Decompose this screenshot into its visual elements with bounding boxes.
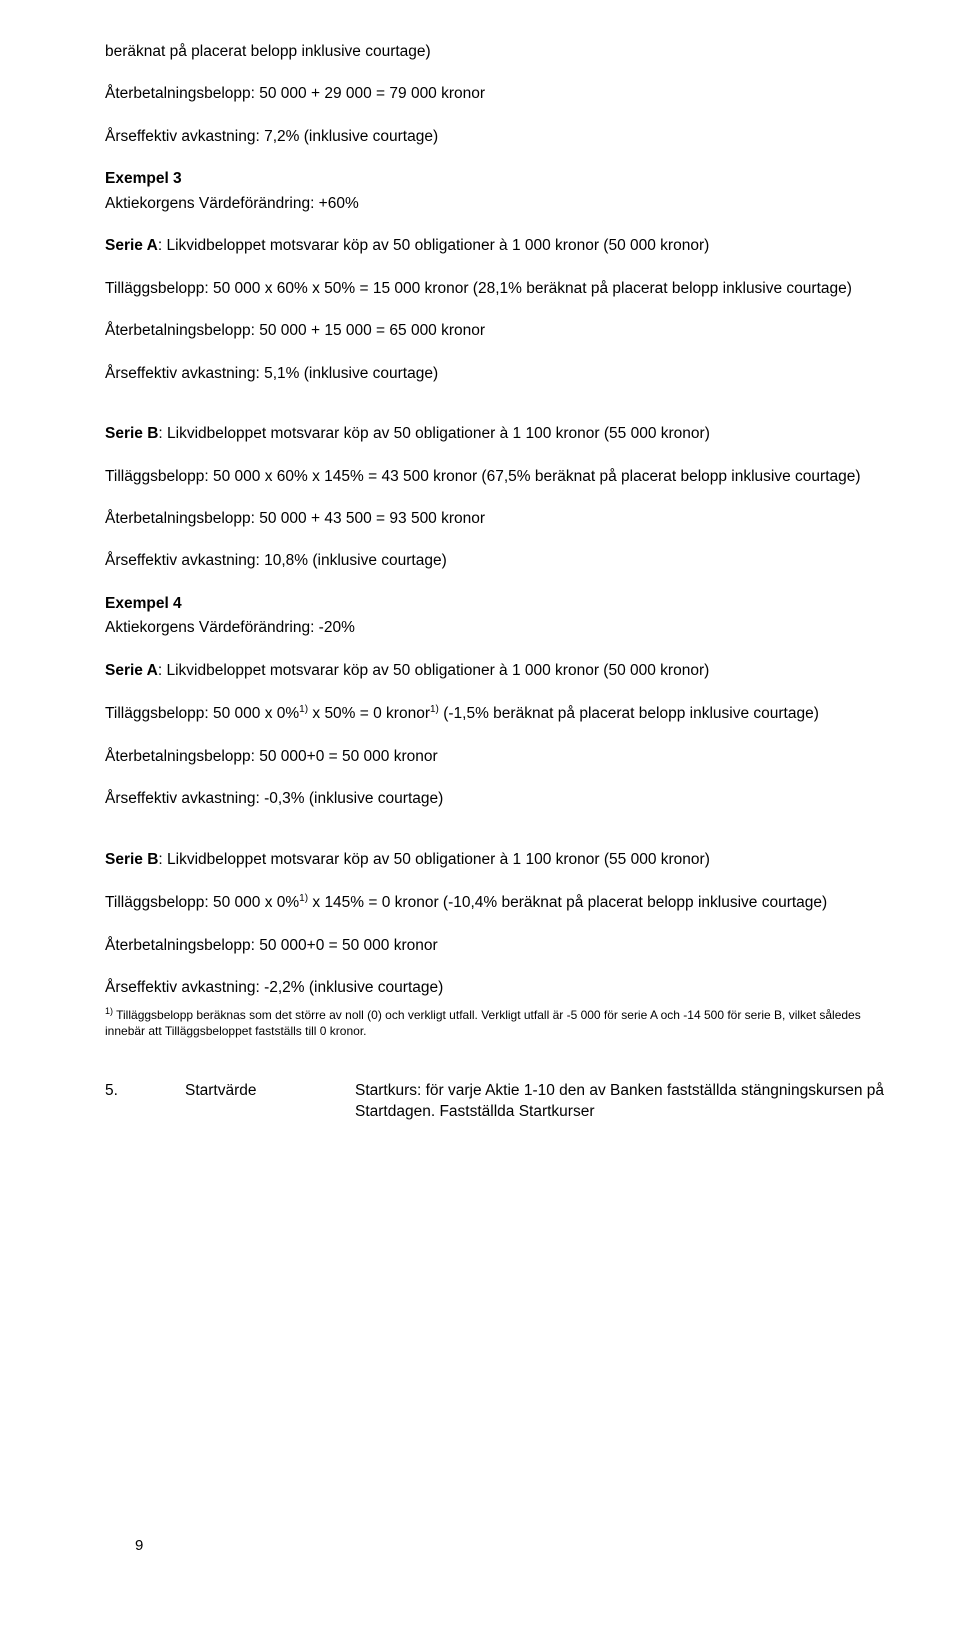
ex3-serieA-head-rest: : Likvidbeloppet motsvarar köp av 50 obl… [158,237,709,254]
ex4-serieB-l1: Tilläggsbelopp: 50 000 x 0%1) x 145% = 0… [105,892,885,914]
ex4-serieB-l1a: Tilläggsbelopp: 50 000 x 0% [105,894,299,911]
ex4-serieA-l1a: Tilläggsbelopp: 50 000 x 0% [105,705,299,722]
ex4-serieA-head-rest: : Likvidbeloppet motsvarar köp av 50 obl… [158,662,709,679]
footnote-sup: 1) [105,1006,113,1016]
ex4-serieA-l1b: x 50% = 0 kronor [308,705,430,722]
footnote-text: Tilläggsbelopp beräknas som det större a… [105,1008,861,1038]
ex3-serieB-head: Serie B: Likvidbeloppet motsvarar köp av… [105,424,885,444]
footnote: 1) Tilläggsbelopp beräknas som det störr… [105,1005,885,1039]
ex3-serieA-l3: Årseffektiv avkastning: 5,1% (inklusive … [105,364,885,384]
ex4-serieA-head-bold: Serie A [105,662,158,679]
ex3-serieB-l2: Återbetalningsbelopp: 50 000 + 43 500 = … [105,509,885,529]
ex4-serieA-l1: Tilläggsbelopp: 50 000 x 0%1) x 50% = 0 … [105,703,885,725]
ex4-serieB-l3: Årseffektiv avkastning: -2,2% (inklusive… [105,978,885,998]
ex3-sub: Aktiekorgens Värdeförändring: +60% [105,194,885,214]
section-5-num: 5. [105,1081,185,1122]
ex4-serieB-head-bold: Serie B [105,851,158,868]
sup-3: 1) [299,893,308,904]
ex3-serieB-l3: Årseffektiv avkastning: 10,8% (inklusive… [105,551,885,571]
ex4-serieB-l2: Återbetalningsbelopp: 50 000+0 = 50 000 … [105,936,885,956]
section-5: 5. Startvärde Startkurs: för varje Aktie… [105,1081,885,1122]
ex4-title: Exempel 4 [105,595,182,612]
page-number: 9 [135,1536,143,1556]
ex4-serieB-l1b: x 145% = 0 kronor (-10,4% beräknat på pl… [308,894,827,911]
ex3-title: Exempel 3 [105,170,182,187]
ex3-serieB-l1: Tilläggsbelopp: 50 000 x 60% x 145% = 43… [105,467,885,487]
ex3-serieA-l2: Återbetalningsbelopp: 50 000 + 15 000 = … [105,321,885,341]
ex4-serieA-l2: Återbetalningsbelopp: 50 000+0 = 50 000 … [105,747,885,767]
ex3-serieB-head-rest: : Likvidbeloppet motsvarar köp av 50 obl… [158,425,709,442]
top-line1: beräknat på placerat belopp inklusive co… [105,42,885,62]
ex4-serieB-head-rest: : Likvidbeloppet motsvarar köp av 50 obl… [158,851,709,868]
ex4-serieA-head: Serie A: Likvidbeloppet motsvarar köp av… [105,661,885,681]
ex3-serieA-l1: Tilläggsbelopp: 50 000 x 60% x 50% = 15 … [105,279,885,299]
section-5-label: Startvärde [185,1081,355,1122]
sup-1: 1) [299,704,308,715]
ex4-serieA-l1c: (-1,5% beräknat på placerat belopp inklu… [439,705,819,722]
ex4-serieA-l3: Årseffektiv avkastning: -0,3% (inklusive… [105,789,885,809]
top-line3: Årseffektiv avkastning: 7,2% (inklusive … [105,127,885,147]
ex3-serieB-head-bold: Serie B [105,425,158,442]
top-line2: Återbetalningsbelopp: 50 000 + 29 000 = … [105,84,885,104]
sup-2: 1) [430,704,439,715]
ex3-serieA-head-bold: Serie A [105,237,158,254]
ex3-serieA-head: Serie A: Likvidbeloppet motsvarar köp av… [105,236,885,256]
ex4-sub: Aktiekorgens Värdeförändring: -20% [105,618,885,638]
ex4-serieB-head: Serie B: Likvidbeloppet motsvarar köp av… [105,850,885,870]
section-5-text: Startkurs: för varje Aktie 1-10 den av B… [355,1081,885,1122]
